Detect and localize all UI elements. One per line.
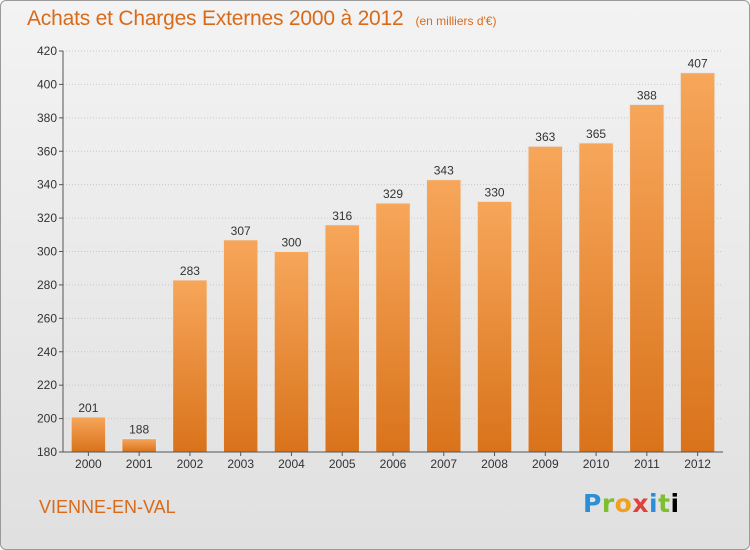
bar	[527, 145, 564, 453]
bar-value-label: 329	[383, 187, 403, 201]
y-tick-label: 180	[37, 445, 57, 459]
bar	[679, 72, 716, 453]
x-tick-label: 2006	[380, 457, 407, 471]
bar	[222, 239, 259, 453]
y-tick-label: 400	[37, 77, 57, 91]
proxiti-logo: Proxiti	[583, 489, 680, 518]
logo-letter: x	[632, 489, 649, 518]
logo-letter: i	[649, 489, 659, 518]
logo-letter: P	[583, 489, 602, 518]
x-tick-label: 2007	[430, 457, 457, 471]
bar	[273, 251, 310, 453]
bar-value-label: 300	[281, 236, 301, 250]
x-tick-label: 2010	[583, 457, 610, 471]
bar	[375, 202, 411, 453]
logo-letter: t	[658, 489, 671, 518]
y-tick-label: 360	[37, 144, 57, 158]
x-tick-label: 2003	[227, 457, 254, 471]
y-tick-label: 300	[37, 245, 57, 259]
y-tick-label: 320	[37, 211, 57, 225]
bar-value-label: 343	[434, 164, 454, 178]
x-tick-label: 2004	[278, 457, 305, 471]
bar	[476, 200, 513, 453]
x-tick-label: 2002	[177, 457, 204, 471]
bar-value-label: 407	[688, 57, 708, 71]
chart-title-text: Achats et Charges Externes 2000 à 2012	[27, 7, 404, 30]
y-tick-label: 200	[37, 412, 57, 426]
bar-value-label: 307	[231, 224, 251, 238]
x-tick-label: 2012	[684, 457, 711, 471]
data-labels: 201 188 283 307 300 316 329 343 330 363 365 388 407	[78, 57, 708, 437]
axes: 180 200 220 240 260 280 300 320 340 360 380 400 420 2…	[37, 44, 723, 471]
bar-value-label: 365	[586, 127, 606, 141]
bar	[578, 142, 614, 453]
bar	[324, 224, 360, 453]
x-tick-label: 2009	[532, 457, 559, 471]
logo-letter: r	[601, 489, 615, 518]
bar	[121, 438, 157, 453]
y-tick-label: 220	[37, 378, 57, 392]
bar	[70, 416, 107, 453]
bar-value-label: 363	[535, 130, 555, 144]
x-tick-label: 2001	[126, 457, 153, 471]
y-tick-label: 260	[37, 311, 57, 325]
y-tick-label: 280	[37, 278, 57, 292]
bar	[629, 103, 665, 453]
y-tick-label: 340	[37, 178, 57, 192]
commune-name: VIENNE-EN-VAL	[39, 497, 176, 517]
x-tick-label: 2005	[329, 457, 356, 471]
bar-value-label: 316	[332, 209, 352, 223]
bar-value-label: 330	[485, 185, 505, 199]
bar-value-label: 188	[129, 423, 149, 437]
chart-unit-label: (en milliers d'€)	[415, 14, 497, 28]
y-tick-label: 240	[37, 345, 57, 359]
x-tick-label: 2011	[634, 457, 660, 471]
bars	[70, 72, 716, 453]
bar-value-label: 388	[637, 88, 657, 102]
x-tick-label: 2000	[75, 457, 102, 471]
y-tick-label: 420	[37, 44, 57, 58]
y-tick-label: 380	[37, 111, 57, 125]
bar-value-label: 283	[180, 264, 200, 278]
bar-value-label: 201	[78, 401, 98, 415]
chart-title: Achats et Charges Externes 2000 à 2012 (e…	[27, 7, 496, 31]
x-tick-label: 2008	[481, 457, 508, 471]
bar	[172, 279, 208, 453]
bar	[426, 179, 462, 453]
logo-letter: o	[614, 489, 633, 518]
logo-letter: i	[670, 489, 680, 518]
